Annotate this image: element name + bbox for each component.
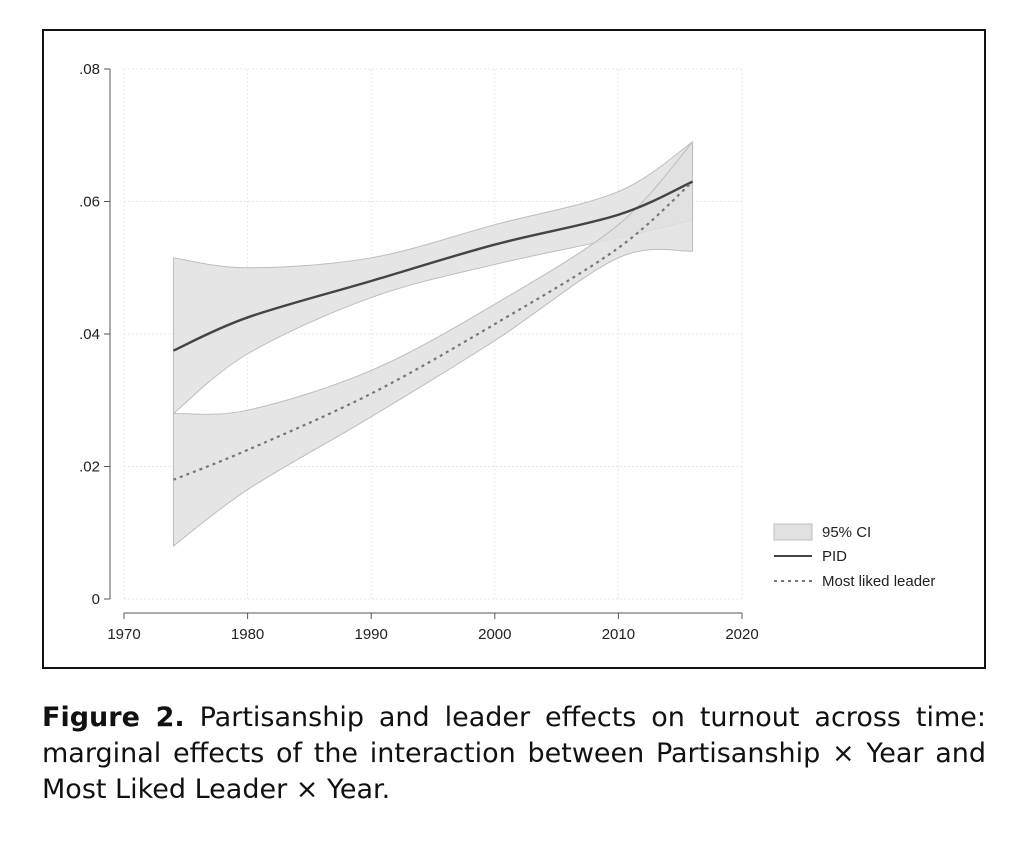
ci-bands: [172, 140, 694, 548]
legend-ci-swatch: [773, 523, 813, 541]
marginal-effects-chart: 1970 1980 1990 2000 2010 2020 0 .02 .04 .06 .08 9…: [79, 61, 935, 643]
x-tick-label-4: 2010: [602, 626, 635, 643]
figure-caption: Figure 2. Partisanship and leader effect…: [42, 700, 986, 808]
figure-caption-label: Figure 2.: [42, 702, 185, 733]
y-axis-ticks: 0 .02 .04 .06 .08: [79, 61, 110, 608]
x-tick-label-3: 2000: [478, 626, 511, 643]
legend-leader-label: Most liked leader: [822, 573, 935, 590]
ci-band-1: [172, 140, 694, 548]
x-tick-label-1: 1980: [231, 626, 264, 643]
legend-ci-label: 95% CI: [822, 524, 871, 541]
x-tick-label-5: 2020: [725, 626, 758, 643]
x-tick-label-0: 1970: [107, 626, 140, 643]
x-axis-ticks: 1970 1980 1990 2000 2010 2020: [107, 613, 759, 643]
figure-caption-text: Partisanship and leader effects on turno…: [42, 702, 986, 805]
legend-pid-label: PID: [822, 548, 847, 565]
x-tick-label-2: 1990: [355, 626, 388, 643]
series-line-pid: [172, 180, 694, 352]
y-tick-label-4: .08: [79, 61, 100, 78]
figure-frame: 1970 1980 1990 2000 2010 2020 0 .02 .04 .06 .08 9…: [42, 29, 986, 669]
y-tick-label-0: 0: [92, 591, 100, 608]
y-tick-label-2: .04: [79, 326, 100, 343]
legend: 95% CI PID Most liked leader: [773, 523, 935, 590]
series-line-most-liked-leader: [173, 180, 694, 481]
y-tick-label-1: .02: [79, 459, 100, 476]
y-tick-label-3: .06: [79, 194, 100, 211]
series-lines: [172, 180, 694, 481]
